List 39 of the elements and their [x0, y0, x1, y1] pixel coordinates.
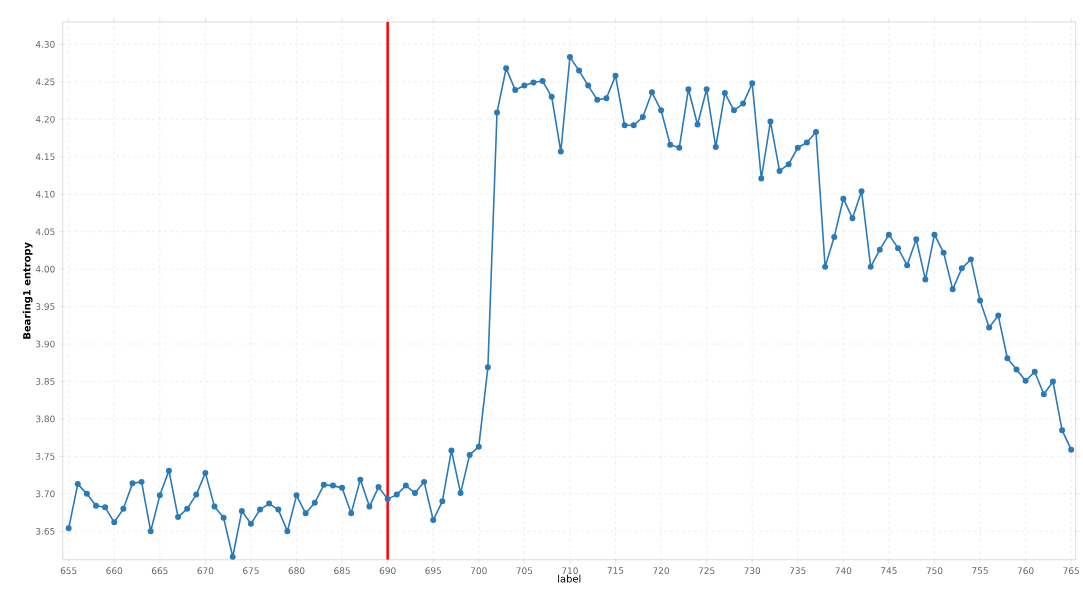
y-tick-label: 4.00	[35, 265, 55, 273]
x-tick-label: 760	[1017, 567, 1034, 575]
y-tick-label: 4.25	[35, 78, 55, 86]
x-tick-label: 715	[607, 567, 624, 575]
y-tick-label: 4.15	[35, 153, 55, 161]
x-tick-label: 700	[471, 567, 487, 575]
x-tick-label: 750	[926, 567, 943, 575]
x-tick-label: 675	[243, 567, 259, 575]
x-tick-label: 655	[60, 567, 77, 575]
x-tick-label: 660	[106, 567, 123, 575]
y-tick-label: 3.85	[36, 378, 55, 386]
y-tick-label: 3.95	[36, 303, 55, 311]
x-tick-label: 690	[379, 567, 396, 575]
x-tick-label: 680	[288, 567, 305, 575]
x-tick-label: 705	[516, 567, 533, 575]
y-tick-label: 3.65	[36, 528, 55, 535]
y-tick-label: 3.90	[36, 340, 55, 348]
x-tick-label: 735	[789, 567, 806, 575]
x-axis-title: label	[558, 575, 581, 583]
x-tick-label: 720	[653, 567, 669, 575]
x-tick-label: 765	[1063, 567, 1079, 575]
y-axis-title: Bearing1 entropy	[22, 242, 33, 339]
x-tick-label: 755	[972, 567, 988, 575]
y-tick-label: 4.20	[35, 116, 55, 123]
y-tick-label: 3.80	[36, 415, 55, 423]
x-tick-label: 665	[151, 567, 168, 575]
x-tick-label: 695	[425, 567, 441, 575]
x-tick-label: 745	[881, 567, 897, 575]
x-tick-label: 730	[744, 567, 761, 575]
y-tick-label: 4.05	[35, 228, 55, 236]
x-tick-label: 670	[197, 567, 214, 575]
x-tick-label: 740	[835, 567, 852, 575]
y-tick-label: 4.30	[35, 41, 55, 48]
y-tick-label: 4.10	[35, 191, 55, 198]
x-tick-label: 685	[334, 567, 350, 575]
y-tick-label: 3.75	[36, 453, 55, 460]
x-tick-label: 725	[698, 567, 715, 575]
y-tick-label: 3.70	[36, 490, 55, 498]
x-tick-label: 710	[562, 567, 578, 575]
